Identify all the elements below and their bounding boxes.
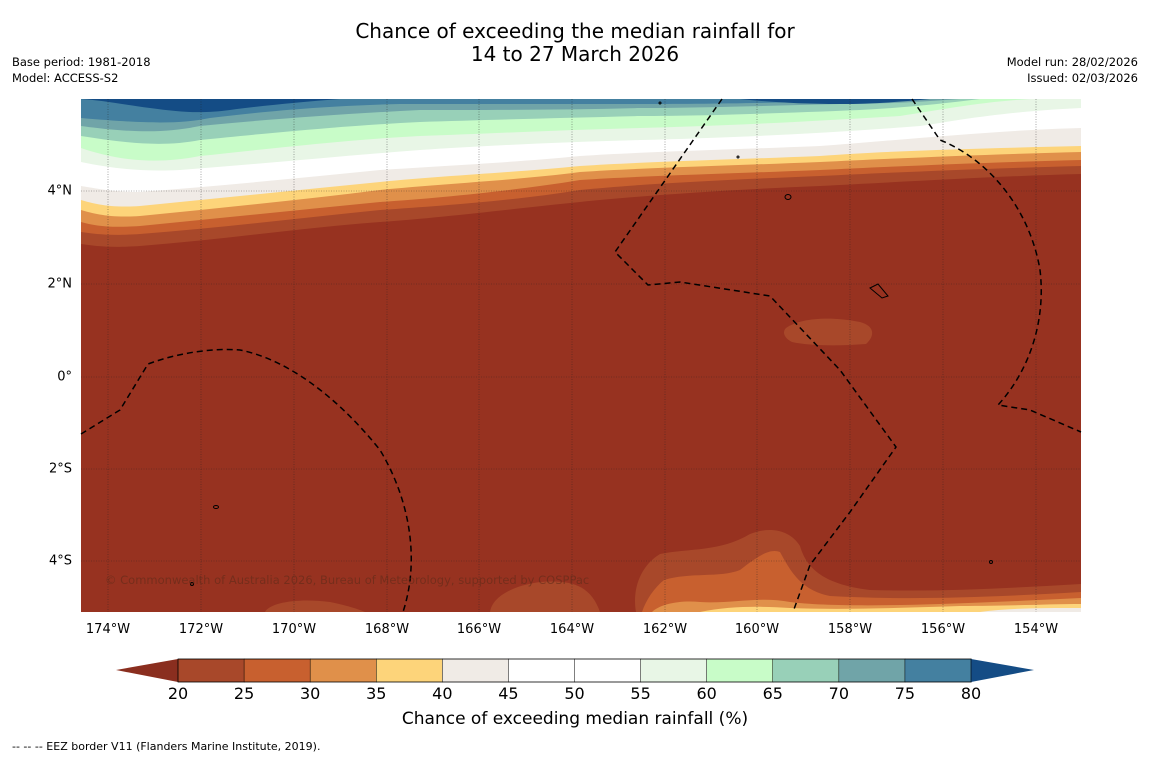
eez-border-east: [911, 98, 1082, 433]
south-band-25b: [490, 581, 600, 612]
colorbar-tick-label: 20: [167, 684, 189, 703]
map-title-line1: Chance of exceeding the median rainfall …: [355, 19, 795, 43]
longitude-label: 156°W: [920, 622, 966, 637]
colorbar-cell: [376, 658, 444, 683]
south-band-30: [642, 550, 1081, 612]
latitude-label: 4°N: [47, 183, 73, 199]
equatorial-patch: [784, 318, 873, 346]
south-band-40: [700, 604, 1081, 612]
longitude-label: 166°W: [456, 622, 502, 637]
meta-left: Base period: 1981-2018 Model: ACCESS-S2: [12, 54, 151, 86]
south-band-45: [980, 608, 1081, 612]
colorbar-cell: [904, 658, 972, 683]
model-run-text: Model run: 28/02/2026: [1006, 55, 1138, 69]
colorbar-tick-label: 70: [828, 684, 850, 703]
contour-band-deep-east: [740, 99, 930, 104]
longitude-label: 162°W: [642, 622, 688, 637]
colorbar-tick-label: 35: [366, 684, 387, 703]
longitude-label: 164°W: [549, 622, 595, 637]
colorbar-over-arrow: [971, 659, 1034, 682]
colorbar-cell: [508, 658, 576, 683]
colorbar-under-arrow: [116, 659, 178, 682]
meta-right: Model run: 28/02/2026 Issued: 02/03/2026: [1007, 54, 1138, 86]
colorbar-frame: [177, 658, 972, 683]
longitude-label: 160°W: [734, 622, 780, 637]
latitude-label: 0°: [57, 369, 72, 385]
model-text: Model: ACCESS-S2: [12, 71, 119, 85]
eez-legend: -- -- -- EEZ border V11 (Flanders Marine…: [12, 740, 321, 753]
map-title-line2: 14 to 27 March 2026: [470, 42, 680, 66]
colorbar-tick-label: 80: [960, 684, 982, 703]
longitude-label: 154°W: [1013, 622, 1059, 637]
colorbar-tick-label: 75: [894, 684, 916, 703]
colorbar-tick-label: 40: [432, 684, 453, 703]
colorbar-cell: [772, 658, 840, 683]
south-band-25: [265, 600, 365, 612]
base-period-text: Base period: 1981-2018: [12, 55, 151, 69]
colorbar-tick-label: 55: [630, 684, 651, 703]
colorbar-cell: [177, 658, 245, 683]
longitude-label: 174°W: [85, 622, 131, 637]
longitude-label: 158°W: [827, 622, 873, 637]
colorbar-tick-label: 50: [564, 684, 585, 703]
longitude-label: 170°W: [271, 622, 317, 637]
copyright-text: © Commonwealth of Australia 2026, Bureau…: [105, 573, 590, 587]
islands: [190, 101, 993, 586]
colorbar-cell: [838, 658, 906, 683]
graticule: [81, 99, 1081, 612]
colorbar-cell: [309, 658, 377, 683]
contour-band-80: [81, 99, 920, 123]
colorbar-cell: [442, 658, 510, 683]
colorbar-tick-label: 60: [696, 684, 717, 703]
issued-text: Issued: 02/03/2026: [1027, 71, 1138, 85]
colorbar-cell: [640, 658, 708, 683]
longitude-label: 172°W: [178, 622, 224, 637]
colorbar-tick-label: 30: [299, 684, 321, 703]
colorbar-cell: [574, 658, 642, 683]
colorbar-title: Chance of exceeding median rainfall (%): [401, 709, 749, 729]
colorbar-cell: [706, 658, 774, 683]
longitude-label: 168°W: [364, 622, 410, 637]
eez-borders: [80, 98, 1082, 613]
latitude-label: 2°S: [48, 461, 72, 477]
north-contour-bands: [81, 99, 1081, 247]
south-contour-bands: [265, 530, 1081, 612]
colorbar-tick-label: 65: [762, 684, 783, 703]
latitude-label: 4°S: [48, 553, 72, 569]
colorbar-cell: [243, 658, 311, 683]
colorbar: [116, 658, 1034, 683]
latitude-label: 2°N: [47, 276, 73, 292]
colorbar-tick-label: 25: [233, 684, 255, 703]
contour-band-deep: [81, 99, 340, 113]
colorbar-tick-label: 45: [498, 684, 519, 703]
eez-border-central: [614, 98, 897, 613]
